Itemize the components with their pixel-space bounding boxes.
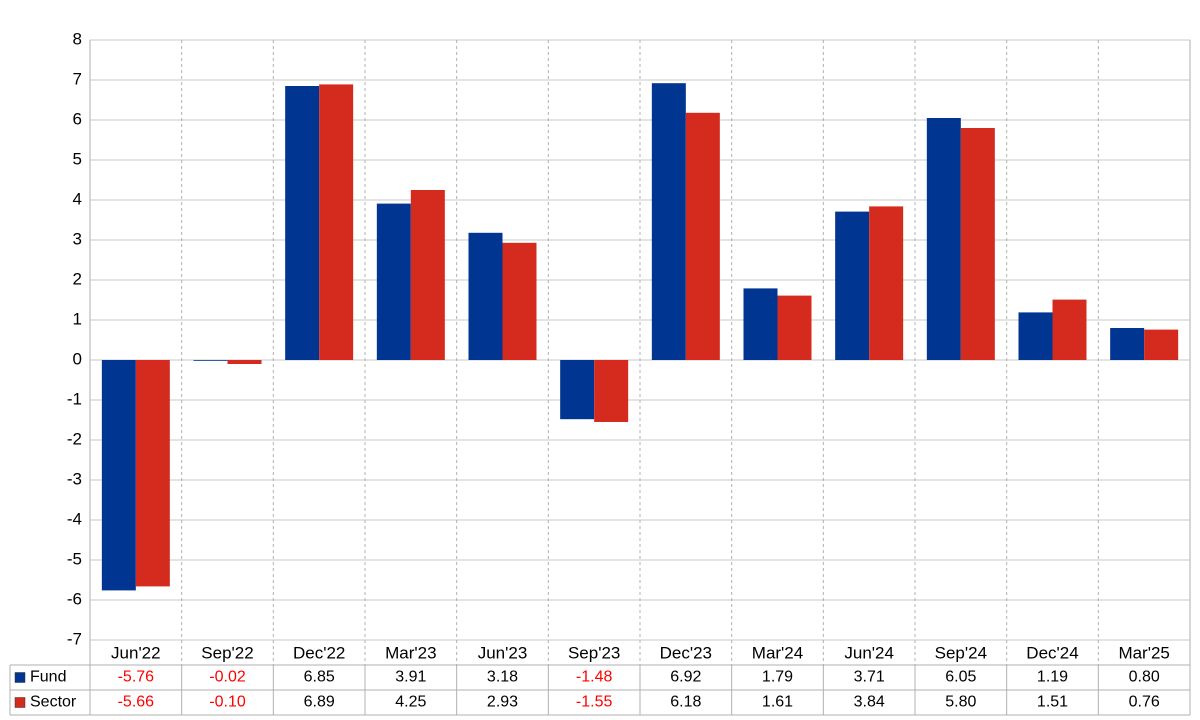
x-tick-label: Jun'24 — [844, 643, 894, 662]
value-label: 1.79 — [762, 669, 793, 686]
value-label: 2.93 — [487, 694, 518, 711]
x-tick-label: Mar'23 — [385, 643, 436, 662]
bar — [101, 360, 136, 591]
value-label: 1.61 — [762, 694, 793, 711]
value-label: 0.80 — [1129, 669, 1160, 686]
bar — [1144, 329, 1179, 360]
x-tick-label: Dec'24 — [1026, 643, 1078, 662]
value-label: 6.85 — [304, 669, 335, 686]
y-tick-label: 8 — [73, 29, 82, 48]
x-tick-label: Sep'23 — [568, 643, 620, 662]
bar — [560, 360, 595, 420]
y-tick-label: 1 — [73, 309, 82, 328]
y-tick-label: -4 — [67, 509, 82, 528]
bar — [376, 203, 411, 360]
bar — [410, 190, 445, 360]
value-label: -1.48 — [576, 669, 613, 686]
data-table: Fund -5.76 -0.02 6.85 3.91 3.18 -1.48 6.92 1.79 3… — [9, 664, 1191, 716]
value-label: -0.10 — [209, 694, 246, 711]
y-tick-label: 0 — [73, 349, 82, 368]
legend-label: Sector — [30, 694, 77, 711]
legend-label: Fund — [30, 669, 66, 686]
value-label: -0.02 — [209, 669, 246, 686]
x-tick-label: Sep'24 — [935, 643, 987, 662]
value-label: 6.89 — [304, 694, 335, 711]
bar — [319, 84, 354, 361]
bar — [193, 360, 228, 361]
y-tick-label: -1 — [67, 389, 82, 408]
value-label: -1.55 — [576, 694, 613, 711]
value-label: 3.71 — [854, 669, 885, 686]
bar — [835, 211, 870, 360]
bar — [285, 86, 320, 360]
value-label: 6.92 — [670, 669, 701, 686]
bar — [685, 112, 720, 360]
legend-swatch — [14, 672, 26, 683]
value-label: 1.19 — [1037, 669, 1068, 686]
y-tick-label: 2 — [73, 269, 82, 288]
value-label: 3.91 — [395, 669, 426, 686]
bar — [651, 83, 686, 360]
bar — [960, 128, 995, 360]
y-tick-label: -2 — [67, 429, 82, 448]
bar — [502, 242, 537, 360]
y-tick-label: 3 — [73, 229, 82, 248]
x-tick-label: Jun'23 — [478, 643, 528, 662]
legend-swatch — [14, 697, 26, 708]
value-label: 3.18 — [487, 669, 518, 686]
value-label: -5.66 — [118, 694, 155, 711]
x-tick-label: Mar'24 — [752, 643, 803, 662]
bar — [869, 206, 904, 360]
y-tick-label: -3 — [67, 469, 82, 488]
bar — [227, 360, 262, 364]
y-tick-label: 4 — [73, 189, 82, 208]
bar — [1110, 328, 1145, 360]
value-label: 4.25 — [395, 694, 426, 711]
y-tick-label: 7 — [73, 69, 82, 88]
bar — [777, 295, 812, 360]
bar — [135, 360, 170, 587]
value-label: 1.51 — [1037, 694, 1068, 711]
x-tick-label: Dec'22 — [293, 643, 345, 662]
bar — [468, 232, 503, 360]
value-label: 6.05 — [945, 669, 976, 686]
bar — [926, 118, 961, 360]
bar — [1052, 299, 1087, 360]
bar — [594, 360, 629, 422]
value-label: 3.84 — [854, 694, 885, 711]
y-tick-label: 6 — [73, 109, 82, 128]
value-label: -5.76 — [118, 669, 155, 686]
y-tick-label: -5 — [67, 549, 82, 568]
value-label: 0.76 — [1129, 694, 1160, 711]
x-tick-label: Jun'22 — [111, 643, 161, 662]
bar — [1018, 312, 1053, 360]
value-label: 5.80 — [945, 694, 976, 711]
bar — [743, 288, 778, 360]
y-tick-label: -6 — [67, 589, 82, 608]
x-tick-label: Sep'22 — [201, 643, 253, 662]
y-tick-label: -7 — [67, 629, 82, 648]
x-tick-label: Mar'25 — [1118, 643, 1169, 662]
y-tick-label: 5 — [73, 149, 82, 168]
x-tick-label: Dec'23 — [660, 643, 712, 662]
value-label: 6.18 — [670, 694, 701, 711]
